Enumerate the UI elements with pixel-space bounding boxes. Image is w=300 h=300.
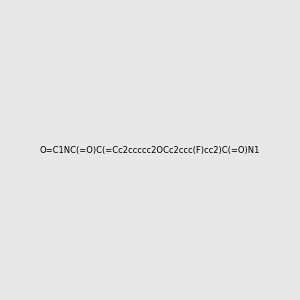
Text: O=C1NC(=O)C(=Cc2ccccc2OCc2ccc(F)cc2)C(=O)N1: O=C1NC(=O)C(=Cc2ccccc2OCc2ccc(F)cc2)C(=O… xyxy=(40,146,260,154)
